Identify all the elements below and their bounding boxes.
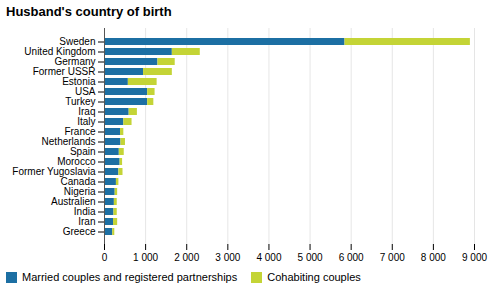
svg-text:0: 0 xyxy=(102,252,108,263)
svg-text:Germany: Germany xyxy=(54,56,96,68)
svg-text:7 000: 7 000 xyxy=(380,252,405,263)
html-text:Husband's country of birth: Husband's country of birth xyxy=(6,4,172,19)
svg-text:4 000: 4 000 xyxy=(256,252,281,263)
svg-text:1 000: 1 000 xyxy=(133,252,158,263)
svg-text:Former Yugoslavia: Former Yugoslavia xyxy=(12,166,96,178)
svg-text:Estonia: Estonia xyxy=(62,76,96,88)
svg-text:Greece: Greece xyxy=(63,226,96,237)
svg-text:Sweden: Sweden xyxy=(59,36,96,48)
svg-text:8 000: 8 000 xyxy=(421,252,446,263)
svg-text:France: France xyxy=(64,126,96,138)
svg-text:Spain: Spain xyxy=(69,146,96,158)
svg-text:6 000: 6 000 xyxy=(339,252,364,263)
svg-text:Netherlands: Netherlands xyxy=(41,136,96,148)
svg-text:9 000: 9 000 xyxy=(462,252,487,263)
svg-text:Canada: Canada xyxy=(60,176,96,188)
svg-text:Italy: Italy xyxy=(77,116,96,128)
svg-text:Nigeria: Nigeria xyxy=(63,186,96,198)
svg-text:Morocco: Morocco xyxy=(57,156,96,168)
svg-text:United Kingdom: United Kingdom xyxy=(24,46,96,58)
svg-text:USA: USA xyxy=(74,86,96,98)
svg-text:Iran: Iran xyxy=(78,216,96,228)
svg-text:2 000: 2 000 xyxy=(174,252,199,263)
svg-text:India: India xyxy=(73,206,96,218)
html-text:Cohabiting couples: Cohabiting couples xyxy=(267,271,361,283)
svg-text:Australien: Australien xyxy=(51,196,96,208)
svg-text:5 000: 5 000 xyxy=(298,252,323,263)
svg-text:3 000: 3 000 xyxy=(215,252,240,263)
svg-text:Iraq: Iraq xyxy=(78,106,96,118)
svg-text:Former USSR: Former USSR xyxy=(32,66,96,78)
html-text:Married couples and registered: Married couples and registered partnersh… xyxy=(22,271,238,283)
svg-text:Turkey: Turkey xyxy=(65,96,96,108)
